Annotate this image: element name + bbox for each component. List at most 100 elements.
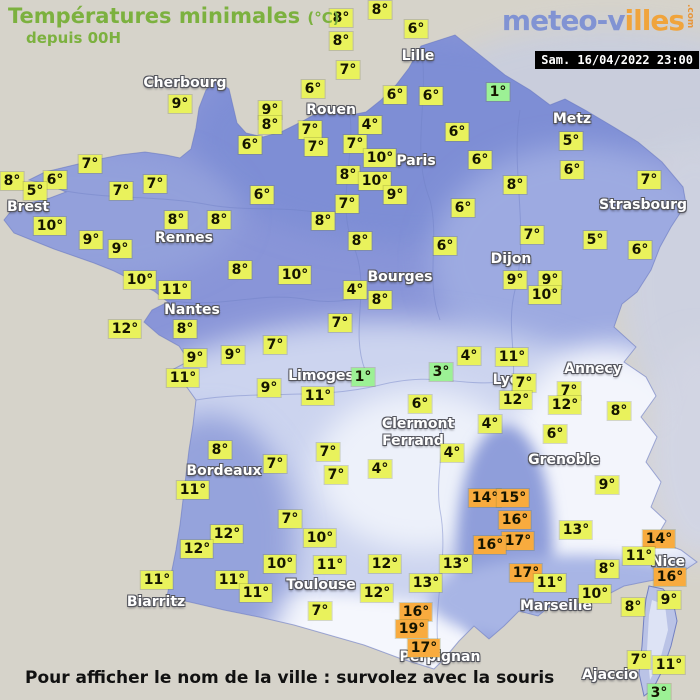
temp-badge[interactable]: 14° [468, 489, 502, 507]
temp-badge[interactable]: 8° [368, 291, 392, 309]
temp-badge[interactable]: 9° [168, 95, 192, 113]
temp-badge[interactable]: 16° [473, 536, 507, 554]
temp-badge[interactable]: 6° [628, 241, 652, 259]
temp-badge[interactable]: 8° [228, 261, 252, 279]
temp-badge[interactable]: 5° [23, 182, 47, 200]
temp-badge[interactable]: 7° [627, 651, 651, 669]
temp-badge[interactable]: 11° [176, 481, 210, 499]
temp-badge[interactable]: 12° [548, 396, 582, 414]
temp-badge[interactable]: 10° [303, 529, 337, 547]
temp-badge[interactable]: 6° [433, 237, 457, 255]
temp-badge[interactable]: 12° [108, 320, 142, 338]
temp-badge[interactable]: 7° [557, 382, 581, 400]
temp-badge[interactable]: 10° [578, 585, 612, 603]
temp-badge[interactable]: 6° [451, 199, 475, 217]
temp-badge[interactable]: 14° [642, 530, 676, 548]
temp-badge[interactable]: 7° [637, 171, 661, 189]
temp-badge[interactable]: 12° [368, 555, 402, 573]
temp-badge[interactable]: 17° [407, 639, 441, 657]
temp-badge[interactable]: 4° [457, 347, 481, 365]
temp-badge[interactable]: 7° [143, 175, 167, 193]
temp-badge[interactable]: 7° [109, 182, 133, 200]
site-logo[interactable]: meteo-villes.com [502, 4, 695, 37]
temp-badge[interactable]: 8° [164, 211, 188, 229]
temp-badge[interactable]: 9° [503, 271, 527, 289]
temp-badge[interactable]: 6° [43, 171, 67, 189]
temp-badge[interactable]: 8° [348, 232, 372, 250]
temp-badge[interactable]: 6° [543, 425, 567, 443]
temp-badge[interactable]: 7° [263, 336, 287, 354]
temp-badge[interactable]: 13° [439, 555, 473, 573]
temp-badge[interactable]: 8° [329, 9, 353, 27]
temp-badge[interactable]: 1° [486, 83, 510, 101]
temp-badge[interactable]: 13° [559, 521, 593, 539]
temp-badge[interactable]: 6° [419, 87, 443, 105]
temp-badge[interactable]: 11° [166, 369, 200, 387]
temp-badge[interactable]: 7° [520, 226, 544, 244]
temp-badge[interactable]: 11° [301, 387, 335, 405]
temp-badge[interactable]: 13° [409, 574, 443, 592]
temp-badge[interactable]: 11° [313, 556, 347, 574]
temp-badge[interactable]: 8° [207, 211, 231, 229]
temp-badge[interactable]: 5° [559, 132, 583, 150]
temp-badge[interactable]: 7° [78, 155, 102, 173]
temp-badge[interactable]: 7° [278, 510, 302, 528]
temp-badge[interactable]: 7° [298, 121, 322, 139]
temp-badge[interactable]: 8° [173, 320, 197, 338]
temp-badge[interactable]: 1° [351, 368, 375, 386]
temp-badge[interactable]: 6° [404, 20, 428, 38]
temp-badge[interactable]: 8° [607, 402, 631, 420]
temp-badge[interactable]: 11° [158, 281, 192, 299]
temp-badge[interactable]: 4° [478, 415, 502, 433]
temp-badge[interactable]: 6° [383, 86, 407, 104]
temp-badge[interactable]: 8° [595, 560, 619, 578]
temp-badge[interactable]: 4° [358, 116, 382, 134]
temp-badge[interactable]: 11° [652, 656, 686, 674]
temp-badge[interactable]: 16° [399, 603, 433, 621]
temp-badge[interactable]: 6° [408, 395, 432, 413]
temp-badge[interactable]: 9° [538, 271, 562, 289]
temp-badge[interactable]: 7° [324, 466, 348, 484]
temp-badge[interactable]: 9° [383, 186, 407, 204]
temp-badge[interactable]: 4° [368, 460, 392, 478]
temp-badge[interactable]: 6° [445, 123, 469, 141]
temp-badge[interactable]: 7° [263, 455, 287, 473]
temp-badge[interactable]: 8° [621, 598, 645, 616]
temp-badge[interactable]: 4° [440, 444, 464, 462]
temp-badge[interactable]: 9° [183, 349, 207, 367]
temp-badge[interactable]: 6° [560, 161, 584, 179]
temp-badge[interactable]: 8° [336, 166, 360, 184]
temp-badge[interactable]: 7° [343, 135, 367, 153]
temp-badge[interactable]: 8° [0, 172, 24, 190]
temp-badge[interactable]: 9° [79, 231, 103, 249]
temp-badge[interactable]: 10° [123, 271, 157, 289]
temp-badge[interactable]: 16° [498, 511, 532, 529]
temp-badge[interactable]: 10° [358, 172, 392, 190]
temp-badge[interactable]: 15° [496, 489, 530, 507]
temp-badge[interactable]: 12° [360, 584, 394, 602]
temp-badge[interactable]: 6° [468, 151, 492, 169]
temp-badge[interactable]: 19° [395, 620, 429, 638]
temp-badge[interactable]: 11° [495, 348, 529, 366]
temp-badge[interactable]: 5° [583, 231, 607, 249]
temp-badge[interactable]: 11° [239, 584, 273, 602]
temp-badge[interactable]: 10° [263, 555, 297, 573]
temp-badge[interactable]: 9° [657, 591, 681, 609]
temp-badge[interactable]: 17° [501, 532, 535, 550]
temp-badge[interactable]: 12° [180, 540, 214, 558]
temp-badge[interactable]: 10° [528, 286, 562, 304]
temp-badge[interactable]: 9° [108, 240, 132, 258]
temp-badge[interactable]: 7° [308, 602, 332, 620]
temp-badge[interactable]: 3° [647, 684, 671, 700]
temp-badge[interactable]: 11° [533, 574, 567, 592]
temp-badge[interactable]: 10° [363, 149, 397, 167]
temp-badge[interactable]: 7° [512, 374, 536, 392]
temp-badge[interactable]: 9° [257, 379, 281, 397]
temp-badge[interactable]: 7° [335, 195, 359, 213]
temp-badge[interactable]: 12° [499, 391, 533, 409]
temp-badge[interactable]: 6° [250, 186, 274, 204]
temp-badge[interactable]: 7° [304, 138, 328, 156]
temp-badge[interactable]: 9° [595, 476, 619, 494]
temp-badge[interactable]: 11° [622, 547, 656, 565]
